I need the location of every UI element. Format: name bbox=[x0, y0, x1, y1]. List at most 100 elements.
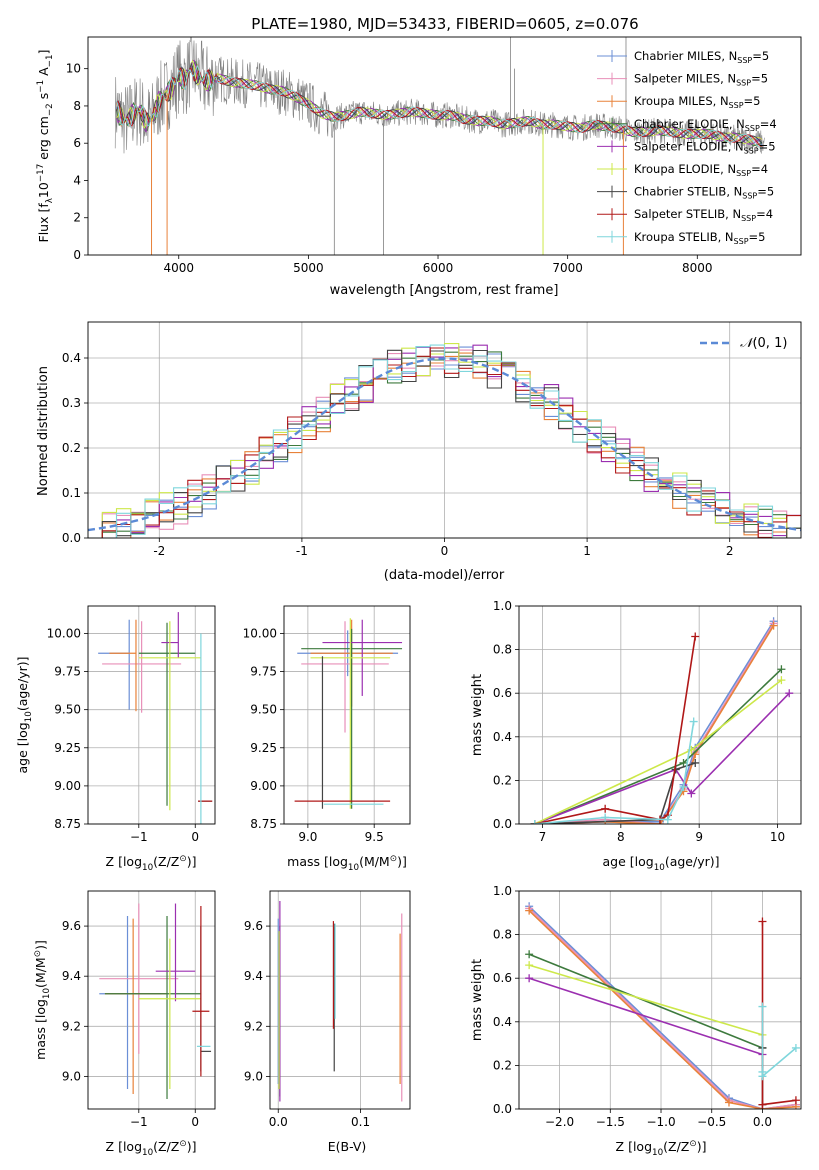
legend: Chabrier MILES, NSSP=5 Salpeter MILES, NS… bbox=[597, 49, 777, 246]
ticks: −1 0 9.0 9.2 9.4 9.6 bbox=[62, 919, 199, 1129]
ticks: 7 8 9 10 0.0 0.2 0.4 0.6 0.8 1.0 bbox=[493, 599, 785, 844]
series-marker bbox=[525, 961, 534, 970]
ticks: 0.0 0.1 9.0 9.2 9.4 9.6 bbox=[244, 919, 370, 1129]
axes-frame bbox=[87, 605, 216, 825]
errorbar-point bbox=[99, 903, 179, 1054]
series-marker bbox=[724, 1098, 733, 1107]
histogram-axes: -2 -1 0 1 2 0.0 0.1 0.2 0.3 0.4 (data-model)/error… bbox=[36, 321, 802, 583]
y-tick-label: 9.4 bbox=[62, 969, 81, 983]
errorbar-point bbox=[301, 621, 389, 733]
y-tick-label: 9.75 bbox=[250, 665, 277, 679]
x-tick-label: 2 bbox=[726, 544, 734, 558]
y-tick-label: 0.2 bbox=[493, 1058, 512, 1072]
x-tick-label: -1 bbox=[296, 544, 308, 558]
y-tick-label: 0.3 bbox=[62, 396, 81, 410]
x-tick-label: −2.0 bbox=[545, 1115, 574, 1129]
series-marker bbox=[758, 1002, 767, 1011]
y-tick-label: 8 bbox=[73, 99, 81, 113]
plot-area bbox=[294, 618, 403, 809]
weight-series bbox=[758, 917, 800, 1109]
series-line bbox=[528, 977, 763, 1056]
age-vs-mass-axes: 9.0 9.5 8.75 9.00 9.25 9.50 9.75 10.00 mass [log… bbox=[243, 605, 411, 873]
series-marker bbox=[689, 717, 698, 726]
x-tick-label: 8000 bbox=[682, 261, 713, 275]
legend-entry: Chabrier ELODIE, NSSP=4 bbox=[597, 117, 777, 133]
series-marker bbox=[758, 1100, 767, 1109]
errorbar-point bbox=[138, 622, 196, 806]
series-line bbox=[534, 762, 696, 824]
legend-entry: Chabrier MILES, NSSP=5 bbox=[597, 49, 769, 65]
weight-vs-age-axes: 7 8 9 10 0.0 0.2 0.4 0.6 0.8 1.0 age [log10(age/yr… bbox=[470, 599, 802, 873]
y-tick-label: 4 bbox=[73, 173, 81, 187]
legend-label: Chabrier MILES, NSSP=5 bbox=[634, 49, 769, 65]
series-line bbox=[534, 692, 790, 824]
y-axis-label: age [log10(age/yr)] bbox=[15, 656, 34, 773]
y-tick-label: 0.1 bbox=[62, 486, 81, 500]
x-tick-label: 9 bbox=[695, 830, 703, 844]
y-tick-label: 0.4 bbox=[493, 730, 512, 744]
errorbar-point bbox=[192, 906, 210, 1077]
y-tick-label: 0.4 bbox=[493, 1015, 512, 1029]
y-tick-label: 0.0 bbox=[493, 1102, 512, 1116]
x-tick-label: 5000 bbox=[293, 261, 324, 275]
x-tick-label: −1.0 bbox=[646, 1115, 675, 1129]
weight-series bbox=[758, 1002, 800, 1081]
axes-frame bbox=[87, 36, 802, 256]
plot-area bbox=[530, 617, 794, 824]
y-tick-label: 0 bbox=[73, 248, 81, 262]
y-tick-label: 9.75 bbox=[54, 665, 81, 679]
y-tick-label: 0.2 bbox=[493, 773, 512, 787]
residual-histogram bbox=[88, 344, 801, 538]
series-marker bbox=[679, 758, 688, 767]
legend-label: Chabrier STELIB, NSSP=5 bbox=[634, 185, 774, 201]
y-tick-label: 9.0 bbox=[244, 1069, 263, 1083]
x-tick-label: 0 bbox=[191, 830, 199, 844]
y-tick-label: 9.6 bbox=[62, 919, 81, 933]
y-axis-label: mass [log10(M/M⊙)] bbox=[33, 940, 52, 1060]
series-marker bbox=[785, 689, 794, 698]
errorbar-point bbox=[155, 903, 196, 1002]
series-marker bbox=[777, 665, 786, 674]
legend-entry: Kroupa ELODIE, NSSP=4 bbox=[597, 162, 768, 178]
legend-entry: Salpeter ELODIE, NSSP=5 bbox=[597, 139, 776, 155]
errorbar-point bbox=[102, 621, 182, 713]
y-tick-label: 9.6 bbox=[244, 919, 263, 933]
y-tick-label: 8.75 bbox=[54, 817, 81, 831]
y-tick-label: 8.75 bbox=[250, 817, 277, 831]
legend-label: Salpeter MILES, NSSP=5 bbox=[634, 72, 768, 88]
y-tick-label: 0.0 bbox=[62, 531, 81, 545]
legend-label: 𝒩(0, 1) bbox=[740, 336, 787, 351]
series-marker bbox=[791, 1096, 800, 1105]
model-spectrum bbox=[116, 64, 763, 148]
y-tick-label: 0.2 bbox=[62, 441, 81, 455]
legend-label: Kroupa STELIB, NSSP=5 bbox=[634, 230, 765, 246]
y-tick-label: 10 bbox=[66, 62, 81, 76]
series-marker bbox=[679, 782, 688, 791]
y-tick-label: 1.0 bbox=[493, 599, 512, 613]
x-tick-label: −1.5 bbox=[596, 1115, 625, 1129]
x-tick-label: 4000 bbox=[163, 261, 194, 275]
ticks: 9.0 9.5 8.75 9.00 9.25 9.50 9.75 10.00 bbox=[243, 626, 384, 844]
mass-vs-EBV-axes: 0.0 0.1 9.0 9.2 9.4 9.6 E(B-V) bbox=[244, 890, 411, 1154]
legend-label: Kroupa ELODIE, NSSP=4 bbox=[634, 162, 768, 178]
y-tick-label: 0.6 bbox=[493, 971, 512, 985]
errorbar-point bbox=[138, 938, 201, 1089]
axes-frame bbox=[87, 321, 802, 539]
model-spectrum bbox=[116, 59, 763, 145]
plot-area bbox=[277, 901, 403, 1102]
spectrum-axes: 4000 5000 6000 7000 8000 0 2 4 6 8 10 wavelength [A… bbox=[36, 36, 802, 298]
y-tick-label: 0.8 bbox=[493, 643, 512, 657]
y-tick-label: 9.00 bbox=[250, 779, 277, 793]
y-tick-label: 0.8 bbox=[493, 928, 512, 942]
y-tick-label: 9.50 bbox=[250, 703, 277, 717]
mass-vs-Z-axes: −1 0 9.0 9.2 9.4 9.6 Z [log10(Z/Z⊙)] mass [log1… bbox=[33, 890, 216, 1158]
y-tick-label: 2 bbox=[73, 211, 81, 225]
x-tick-label: 0.1 bbox=[351, 1115, 370, 1129]
series-line bbox=[528, 907, 797, 1109]
weight-series bbox=[530, 717, 698, 824]
ticks: −2.0 −1.5 −1.0 −0.5 0.0 0.0 0.2 0.4 0.6 0.8 1.0 bbox=[493, 884, 772, 1129]
series-line bbox=[528, 953, 763, 1049]
y-tick-label: 9.25 bbox=[250, 741, 277, 755]
legend-entry: Chabrier STELIB, NSSP=5 bbox=[597, 185, 774, 201]
